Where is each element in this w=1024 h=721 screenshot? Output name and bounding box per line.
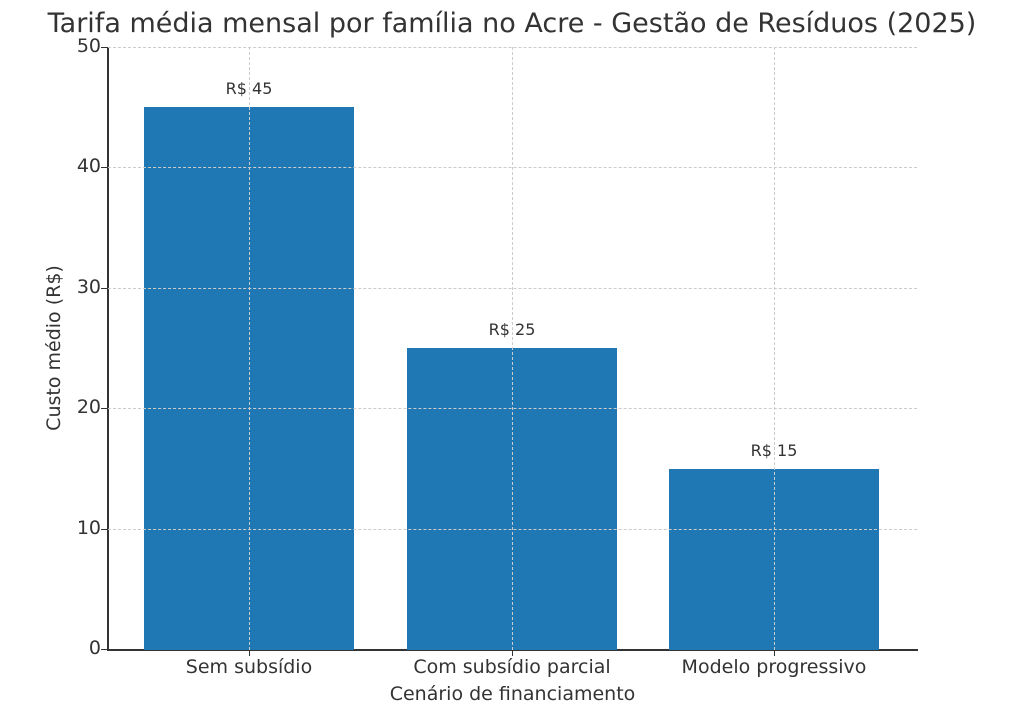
gridline-x-2 — [512, 47, 513, 650]
ytick-label-50: 50 — [76, 35, 101, 57]
ytick-10 — [101, 529, 107, 530]
ytick-label-0: 0 — [88, 637, 101, 659]
xtick-1 — [249, 650, 250, 656]
ytick-50 — [101, 47, 107, 48]
gridline-x-1 — [249, 47, 250, 650]
xtick-label-com-subsidio-parcial: Com subsídio parcial — [413, 656, 611, 678]
ytick-label-30: 30 — [76, 276, 101, 298]
xtick-3 — [774, 650, 775, 656]
ytick-label-10: 10 — [76, 517, 101, 539]
chart-title: Tarifa média mensal por família no Acre … — [47, 8, 977, 39]
xtick-label-modelo-progressivo: Modelo progressivo — [681, 656, 867, 678]
plot-area: R$ 45 R$ 25 R$ 15 50 40 30 20 10 0 Sem s… — [77, 35, 918, 678]
y-axis-spine — [107, 47, 109, 651]
xtick-label-sem-subsidio: Sem subsídio — [185, 656, 313, 678]
ytick-20 — [101, 408, 107, 409]
gridline-x-3 — [774, 47, 775, 650]
xtick-2 — [512, 650, 513, 656]
ytick-40 — [101, 167, 107, 168]
y-axis-label: Custo médio (R$) — [43, 265, 65, 431]
ytick-30 — [101, 288, 107, 289]
ytick-label-20: 20 — [76, 396, 101, 418]
x-axis-label: Cenário de financiamento — [389, 683, 636, 705]
ytick-label-40: 40 — [76, 155, 101, 177]
ytick-0 — [101, 649, 107, 650]
